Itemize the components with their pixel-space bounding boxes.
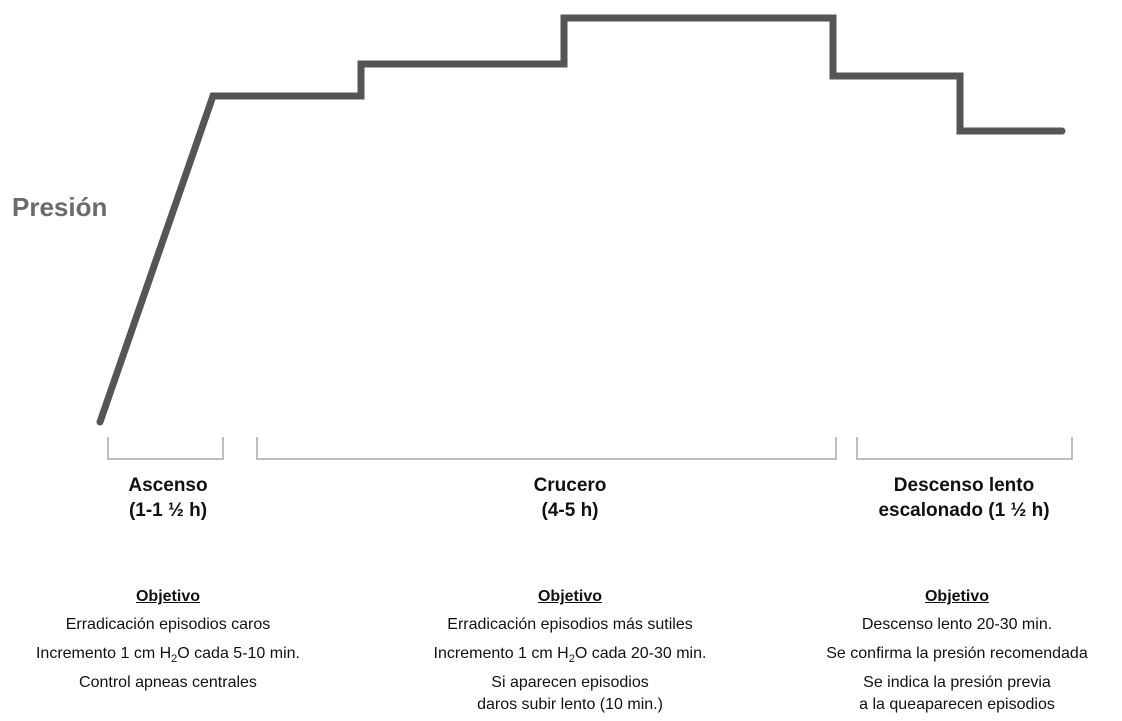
objective-item: Erradicación episodios más sutiles [447, 616, 693, 633]
y-axis-label: Presión [12, 192, 108, 222]
objective-item: Control apneas centrales [79, 674, 257, 691]
phase-title-ascenso: Ascenso (1-1 ½ h) [68, 473, 268, 523]
objective-heading: Objetivo [537, 588, 602, 605]
objective-item: Si aparecen episodios [491, 674, 649, 691]
objective-item: a la queaparecen episodios [859, 696, 1055, 713]
bracket-ascenso [107, 437, 224, 460]
objective-descenso: Objetivo Descenso lento 20-30 min. Se co… [792, 586, 1122, 716]
objective-item: daros subir lento (10 min.) [477, 696, 663, 713]
phase-title-line1: Crucero [533, 475, 607, 496]
objective-ascenso: Objetivo Erradicación episodios caros In… [0, 586, 336, 701]
objective-item: Se confirma la presión recomendada [826, 645, 1088, 662]
bracket-descenso [856, 437, 1073, 460]
objective-heading: Objetivo [135, 588, 200, 605]
phase-title-line2: escalonado (1 ½ h) [878, 500, 1050, 521]
objective-item: Erradicación episodios caros [65, 616, 271, 633]
phase-title-crucero: Crucero (4-5 h) [420, 473, 720, 523]
bracket-crucero [256, 437, 837, 460]
objective-item: Incremento 1 cm H2O cada 5-10 min. [35, 645, 300, 665]
objective-crucero: Objetivo Erradicación episodios más suti… [390, 586, 750, 716]
objective-item: Descenso lento 20-30 min. [861, 616, 1053, 633]
phase-title-line1: Descenso lento [893, 475, 1035, 496]
objective-heading: Objetivo [924, 588, 989, 605]
objective-item: Incremento 1 cm H2O cada 20-30 min. [433, 645, 707, 665]
phase-title-line2: (1-1 ½ h) [128, 500, 208, 521]
phase-title-line1: Ascenso [128, 475, 208, 496]
phase-title-descenso: Descenso lento escalonado (1 ½ h) [834, 473, 1094, 523]
pressure-profile-line [96, 14, 1066, 426]
objective-item: Se indica la presión previa [863, 674, 1051, 691]
phase-title-line2: (4-5 h) [541, 500, 599, 521]
